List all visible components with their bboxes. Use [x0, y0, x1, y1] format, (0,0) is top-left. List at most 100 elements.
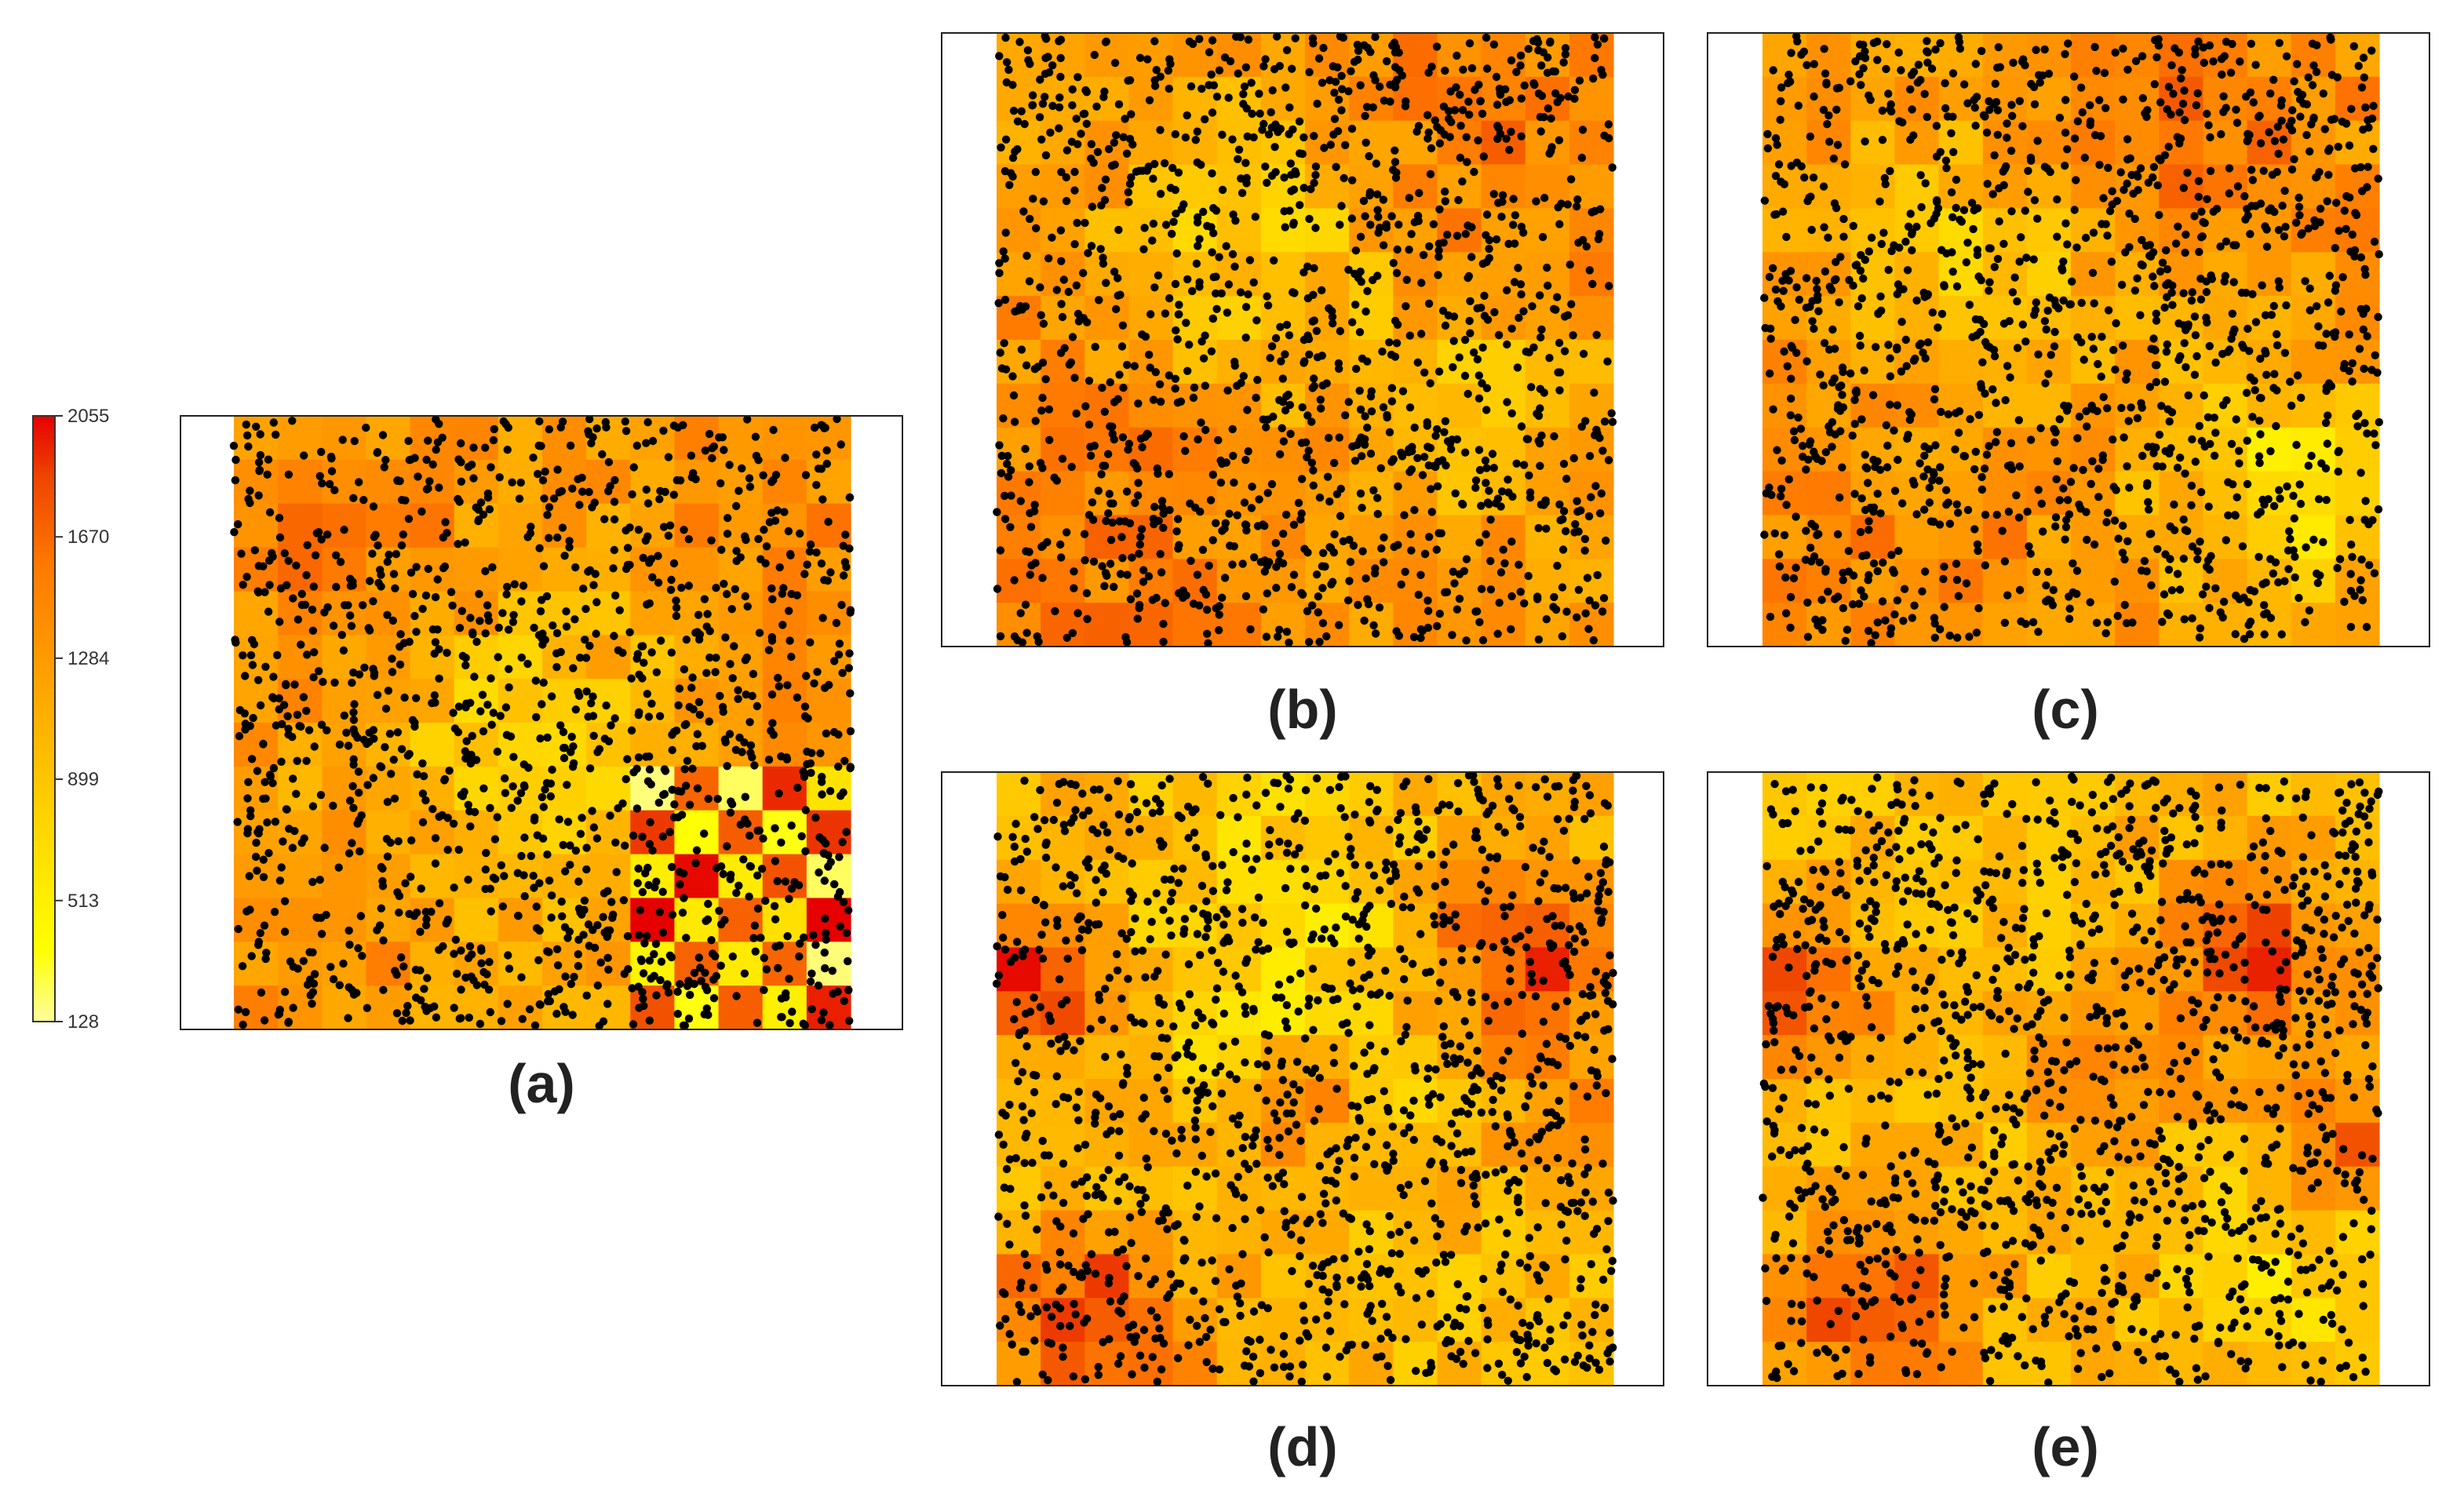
data-point: [538, 629, 547, 638]
data-point: [1198, 545, 1208, 554]
colorbar-tick-label: 899: [67, 769, 99, 790]
data-point: [1067, 137, 1077, 146]
data-point: [2109, 435, 2117, 444]
data-point: [673, 1010, 682, 1018]
data-point: [1585, 266, 1595, 275]
data-point: [1882, 64, 1890, 74]
data-point: [1289, 570, 1299, 579]
data-point: [1952, 575, 1962, 585]
data-point: [428, 460, 437, 469]
data-point: [2325, 271, 2334, 280]
data-point: [346, 611, 355, 620]
data-point: [2348, 359, 2356, 368]
data-point: [563, 781, 571, 789]
data-point: [379, 936, 388, 945]
data-point: [1520, 81, 1529, 90]
data-point: [1824, 587, 1832, 596]
data-point: [1267, 107, 1275, 117]
data-point: [498, 609, 507, 617]
data-point: [1099, 461, 1107, 470]
data-point: [388, 616, 397, 625]
data-point: [2362, 622, 2371, 632]
data-point: [2287, 165, 2297, 174]
data-point: [625, 628, 634, 636]
data-point: [2205, 341, 2214, 351]
heatmap-cell: [1216, 1254, 1262, 1299]
data-point: [2023, 508, 2032, 516]
data-point: [1109, 499, 1117, 508]
data-point: [574, 962, 583, 971]
data-point: [2054, 304, 2063, 313]
data-point: [2163, 340, 2171, 349]
data-point: [1923, 291, 1932, 300]
data-point: [2205, 603, 2214, 613]
data-point: [1110, 582, 1118, 592]
data-point: [329, 801, 337, 811]
data-point: [1570, 86, 1580, 95]
data-point: [1990, 352, 1999, 361]
data-point: [1879, 558, 1887, 567]
data-point: [408, 589, 417, 599]
heatmap-cell: [1393, 991, 1438, 1036]
data-point: [1977, 485, 1987, 494]
heatmap-cell: [2247, 471, 2292, 516]
data-point: [1864, 517, 1873, 526]
data-point: [1504, 239, 1513, 248]
data-point: [1442, 461, 1450, 470]
data-point: [621, 774, 630, 784]
data-point: [674, 701, 683, 710]
data-point: [1760, 530, 1769, 539]
data-point: [1190, 383, 1199, 392]
data-point: [1224, 280, 1234, 289]
data-point: [1475, 538, 1484, 547]
data-point: [502, 590, 511, 599]
data-point: [819, 1008, 828, 1017]
data-point: [826, 787, 835, 796]
data-point: [1287, 170, 1296, 179]
heatmap-cell: [1762, 427, 1807, 472]
data-point: [589, 581, 598, 589]
data-point: [1919, 348, 1927, 357]
data-point: [1150, 37, 1159, 46]
data-point: [487, 674, 495, 683]
data-point: [669, 421, 679, 430]
data-point: [2324, 170, 2333, 179]
data-point: [2242, 388, 2251, 397]
data-point: [397, 953, 406, 962]
data-point: [1303, 548, 1312, 557]
data-point: [383, 852, 392, 861]
data-point: [1965, 632, 1974, 641]
data-point: [993, 508, 1001, 516]
data-point: [2342, 191, 2351, 201]
data-point: [1091, 342, 1099, 352]
data-point: [462, 699, 471, 708]
data-point: [764, 756, 774, 764]
data-point: [1925, 483, 1934, 492]
data-point: [790, 878, 799, 887]
data-point: [2036, 424, 2045, 432]
data-point: [2287, 116, 2296, 126]
data-point: [1183, 366, 1192, 375]
heatmap-cell: [2247, 603, 2292, 647]
data-point: [292, 561, 301, 570]
data-point: [1100, 87, 1109, 96]
data-point: [1084, 377, 1094, 385]
data-point: [2192, 352, 2201, 361]
data-point: [1356, 268, 1365, 276]
data-point: [1371, 564, 1380, 573]
data-point: [2110, 577, 2119, 586]
data-point: [569, 759, 578, 767]
data-point: [411, 965, 421, 975]
data-point: [2160, 377, 2170, 386]
data-point: [1126, 595, 1135, 603]
data-point: [317, 720, 326, 729]
data-point: [2334, 142, 2342, 151]
data-point: [1605, 134, 1613, 143]
data-point: [1802, 357, 1811, 366]
heatmap-cell: [586, 459, 631, 505]
data-point: [1884, 265, 1893, 275]
data-point: [2095, 96, 2104, 104]
data-point: [771, 942, 780, 951]
data-point: [2334, 467, 2342, 476]
data-point: [2120, 600, 2129, 610]
